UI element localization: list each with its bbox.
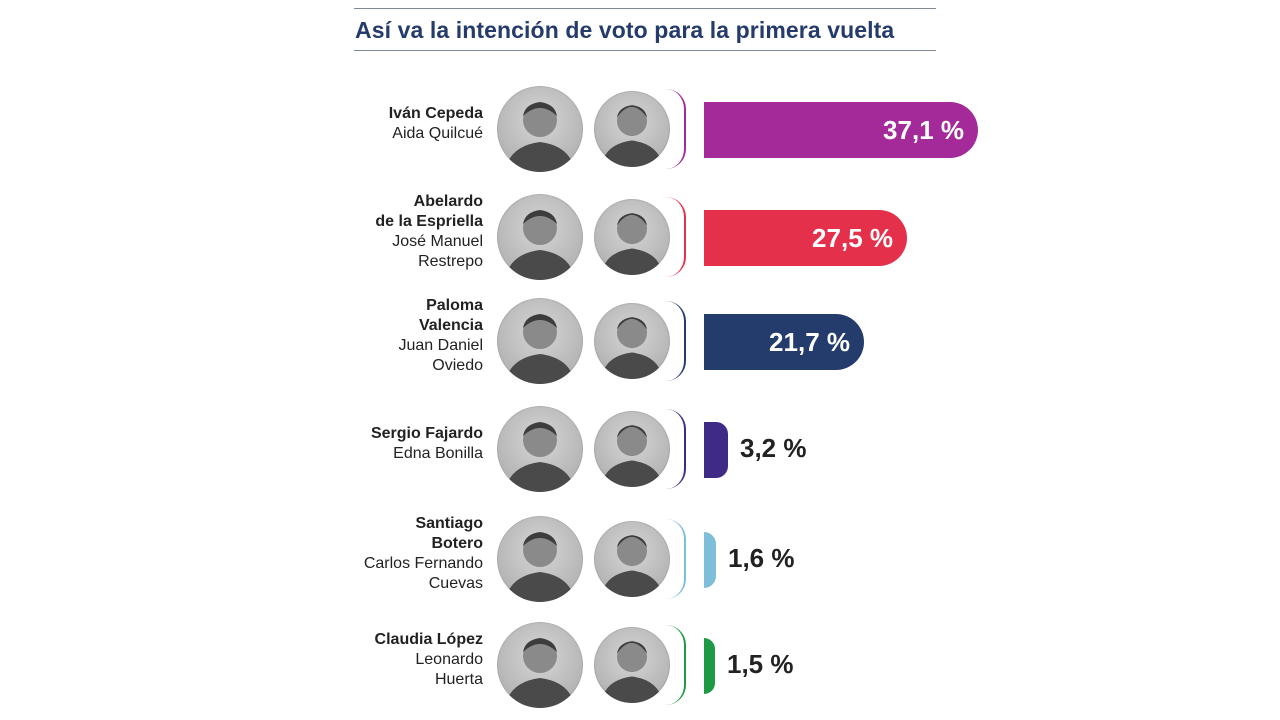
- vice-candidate-name: Edna Bonilla: [393, 445, 483, 462]
- vote-share-label: 21,7 %: [769, 326, 850, 357]
- vote-share-bar: 37,1 %: [704, 102, 978, 158]
- vote-share-label: 27,5 %: [812, 222, 893, 253]
- vice-candidate-name: Oviedo: [432, 357, 483, 374]
- vote-share-bar: 27,5 %: [704, 210, 907, 266]
- candidate-names: Abelardo de la Espriella José Manuel Restre…: [375, 192, 483, 272]
- vice-candidate-name: Aida Quilcué: [392, 125, 483, 142]
- vice-candidate-photo: [594, 199, 670, 275]
- candidate-names: Iván Cepeda Aida Quilcué: [389, 104, 483, 144]
- top-rule: [354, 8, 936, 9]
- candidate-row: Iván Cepeda Aida Quilcué 37,1 %: [0, 80, 1280, 180]
- president-candidate-name: Claudia López: [374, 631, 483, 648]
- vice-candidate-name: Cuevas: [428, 575, 483, 592]
- candidate-row: Abelardo de la Espriella José Manuel Restre…: [0, 188, 1280, 288]
- president-candidate-name: de la Espriella: [375, 213, 483, 230]
- vice-candidate-name: Carlos Fernando: [363, 555, 483, 572]
- vice-candidate-name: Restrepo: [418, 253, 483, 270]
- vice-candidate-name: José Manuel: [392, 233, 483, 250]
- candidate-row: Paloma Valencia Juan Daniel Oviedo 21,7 %: [0, 292, 1280, 392]
- bracket-divider: [666, 409, 686, 489]
- president-candidate-name: Santiago: [415, 515, 483, 532]
- title-block: Así va la intención de voto para la prim…: [354, 8, 936, 51]
- president-candidate-photo: [497, 516, 583, 602]
- vote-share-label: 1,5 %: [727, 649, 794, 679]
- president-candidate-photo: [497, 406, 583, 492]
- vote-share-label: 37,1 %: [883, 114, 964, 145]
- candidate-names: Paloma Valencia Juan Daniel Oviedo: [399, 296, 484, 376]
- bracket-divider: [666, 197, 686, 277]
- president-candidate-photo: [497, 194, 583, 280]
- vice-candidate-name: Juan Daniel: [398, 337, 484, 354]
- vice-candidate-photo: [594, 91, 670, 167]
- vote-share-label: 1,6 %: [728, 543, 795, 573]
- president-candidate-name: Botero: [431, 535, 483, 552]
- bracket-divider: [666, 89, 686, 169]
- president-candidate-name: Iván Cepeda: [388, 105, 483, 122]
- vice-candidate-photo: [594, 627, 670, 703]
- candidate-names: Sergio Fajardo Edna Bonilla: [371, 424, 483, 464]
- candidate-names: Santiago Botero Carlos Fernando Cuevas: [364, 514, 483, 594]
- president-candidate-photo: [497, 86, 583, 172]
- chart-title: Así va la intención de voto para la prim…: [355, 17, 895, 43]
- candidate-row: Claudia López Leonardo Huerta 1,5 %: [0, 616, 1280, 716]
- candidate-names: Claudia López Leonardo Huerta: [375, 630, 483, 690]
- president-candidate-name: Sergio Fajardo: [370, 425, 483, 442]
- vice-candidate-name: Leonardo: [415, 651, 483, 668]
- candidate-row: Santiago Botero Carlos Fernando Cuevas 1,6 %: [0, 510, 1280, 610]
- vote-share-bar: [704, 638, 715, 694]
- vote-share-bar: 21,7 %: [704, 314, 864, 370]
- president-candidate-photo: [497, 622, 583, 708]
- vice-candidate-photo: [594, 303, 670, 379]
- bracket-divider: [666, 519, 686, 599]
- president-candidate-photo: [497, 298, 583, 384]
- president-candidate-name: Abelardo: [413, 193, 483, 210]
- bracket-divider: [666, 301, 686, 381]
- vote-share-bar: [704, 422, 728, 478]
- bottom-rule: [354, 50, 936, 51]
- vice-candidate-photo: [594, 521, 670, 597]
- candidate-row: Sergio Fajardo Edna Bonilla 3,2 %: [0, 400, 1280, 500]
- president-candidate-name: Valencia: [418, 317, 483, 334]
- vice-candidate-photo: [594, 411, 670, 487]
- president-candidate-name: Paloma: [426, 297, 483, 314]
- vice-candidate-name: Huerta: [434, 671, 483, 688]
- vote-share-label: 3,2 %: [740, 433, 807, 463]
- vote-share-bar: [704, 532, 716, 588]
- bracket-divider: [666, 625, 686, 705]
